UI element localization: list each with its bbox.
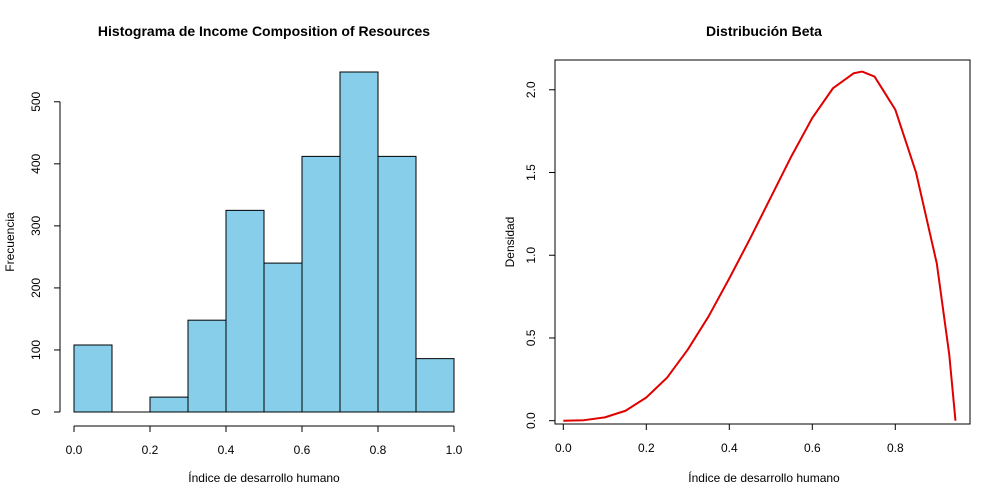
histogram-panel: Histograma de Income Composition of Reso… [3, 23, 463, 485]
histogram-bar [187, 319, 227, 413]
histogram-x-tick-label: 0.6 [294, 443, 311, 457]
histogram-title: Histograma de Income Composition of Reso… [98, 23, 430, 39]
histogram-bar [377, 155, 417, 413]
beta-title: Distribución Beta [706, 23, 822, 39]
histogram-bar [263, 262, 303, 413]
beta-y-tick-label: 1.0 [524, 247, 538, 264]
histogram-y-tick-label: 300 [29, 216, 43, 236]
histogram-x-tick-label: 1.0 [446, 443, 463, 457]
histogram-bar [301, 155, 341, 413]
histogram-bar [225, 209, 265, 413]
beta-y-tick-label: 0.0 [524, 412, 538, 429]
beta-x-tick-label: 0.2 [638, 441, 655, 455]
beta-y-tick-label: 0.5 [524, 329, 538, 346]
histogram-x-axis: 0.0 0.2 0.4 0.6 0.8 1.0 [66, 425, 463, 457]
histogram-y-label: Frecuencia [3, 212, 17, 272]
histogram-x-label: Índice de desarrollo humano [188, 470, 340, 485]
histogram-bar [339, 71, 379, 413]
beta-x-axis: 0.0 0.2 0.4 0.6 0.8 [555, 423, 904, 455]
beta-panel: Distribución Beta 0.0 0.2 0.4 0.6 0.8 0.0 0.5… [503, 23, 971, 485]
beta-x-tick-label: 0.8 [887, 441, 904, 455]
histogram-y-axis: 0 100 200 300 400 500 [29, 91, 61, 415]
histogram-bar [73, 344, 113, 413]
beta-x-tick-label: 0.0 [555, 441, 572, 455]
histogram-y-tick-label: 0 [29, 408, 43, 415]
histogram-y-tick-label: 400 [29, 153, 43, 173]
histogram-x-tick-label: 0.4 [218, 443, 235, 457]
histogram-y-tick-label: 500 [29, 91, 43, 111]
beta-x-tick-label: 0.4 [721, 441, 738, 455]
beta-x-label: Índice de desarrollo humano [688, 470, 840, 485]
histogram-x-tick-label: 0.2 [142, 443, 159, 457]
histogram-x-tick-label: 0.0 [66, 443, 83, 457]
beta-x-tick-label: 0.6 [804, 441, 821, 455]
beta-y-axis: 0.0 0.5 1.0 1.5 2.0 [524, 81, 556, 429]
histogram-y-tick-label: 200 [29, 278, 43, 298]
histogram-y-tick-label: 100 [29, 340, 43, 360]
beta-density-curve [563, 70, 957, 422]
histogram-bar [149, 396, 189, 413]
histogram-bar [415, 358, 455, 413]
beta-plot-frame [554, 59, 971, 425]
beta-y-tick-label: 1.5 [524, 164, 538, 181]
histogram-bars [73, 71, 455, 413]
histogram-x-tick-label: 0.8 [370, 443, 387, 457]
beta-y-tick-label: 2.0 [524, 81, 538, 98]
beta-y-label: Densidad [503, 217, 517, 268]
